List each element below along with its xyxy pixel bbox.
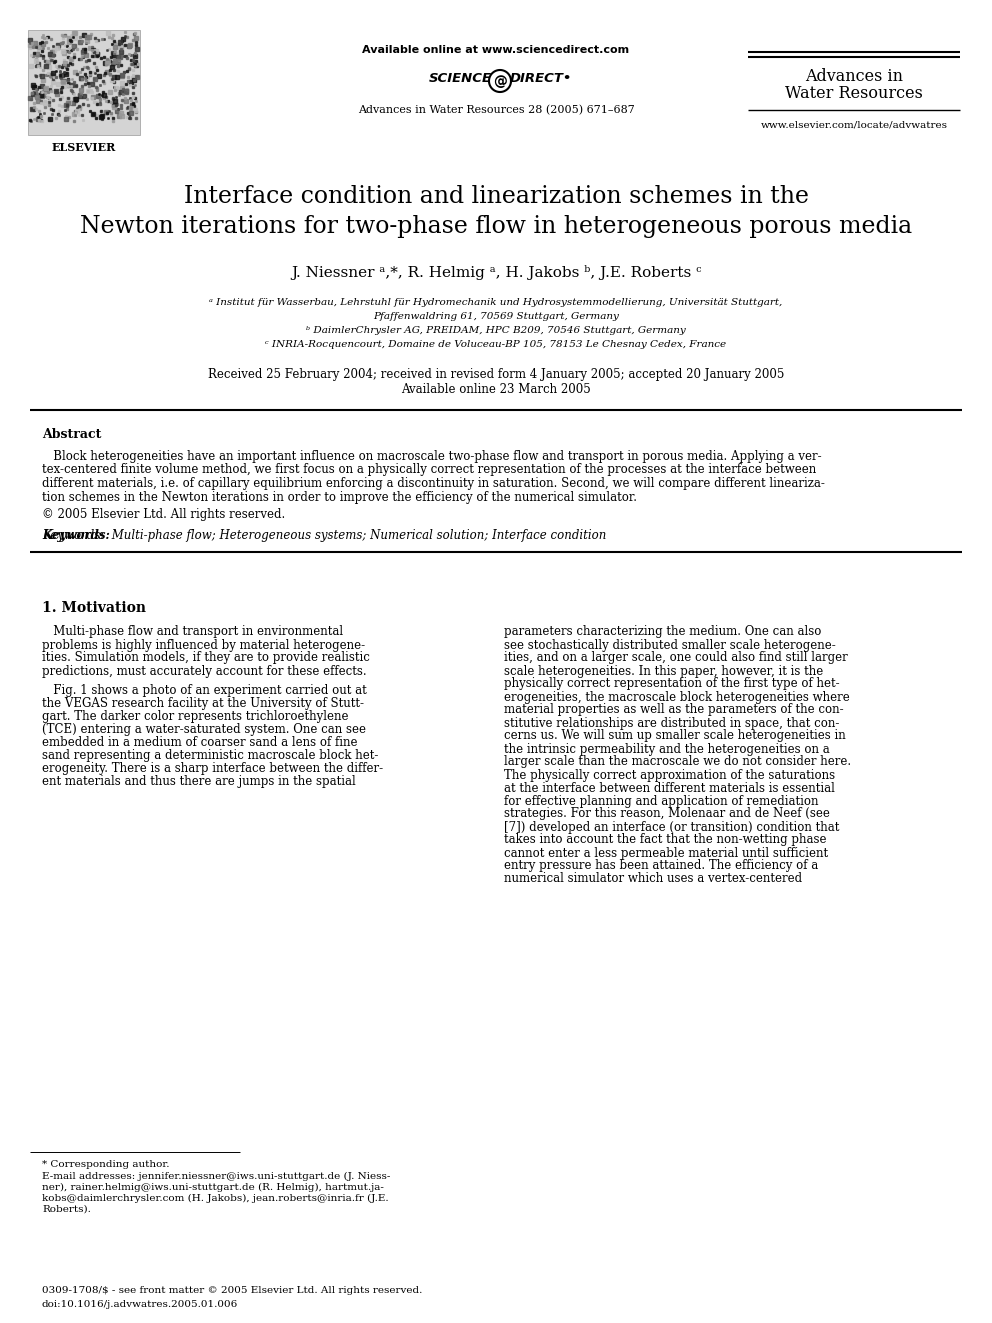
Text: Roberts).: Roberts). — [42, 1205, 91, 1215]
Text: Block heterogeneities have an important influence on macroscale two-phase flow a: Block heterogeneities have an important … — [42, 450, 821, 463]
Text: www.elsevier.com/locate/advwatres: www.elsevier.com/locate/advwatres — [761, 120, 947, 130]
Text: The physically correct approximation of the saturations: The physically correct approximation of … — [504, 769, 835, 782]
Text: sand representing a deterministic macroscale block het-: sand representing a deterministic macros… — [42, 749, 378, 762]
Text: embedded in a medium of coarser sand a lens of fine: embedded in a medium of coarser sand a l… — [42, 736, 357, 749]
Text: E-mail addresses: jennifer.niessner@iws.uni-stuttgart.de (J. Niess-: E-mail addresses: jennifer.niessner@iws.… — [42, 1172, 391, 1181]
Text: ities. Simulation models, if they are to provide realistic: ities. Simulation models, if they are to… — [42, 651, 370, 664]
Text: Abstract: Abstract — [42, 429, 101, 441]
Text: [7]) developed an interface (or transition) condition that: [7]) developed an interface (or transiti… — [504, 820, 839, 833]
Text: 0309-1708/$ - see front matter © 2005 Elsevier Ltd. All rights reserved.: 0309-1708/$ - see front matter © 2005 El… — [42, 1286, 423, 1295]
Text: Advances in Water Resources 28 (2005) 671–687: Advances in Water Resources 28 (2005) 67… — [358, 105, 634, 115]
Text: takes into account the fact that the non-wetting phase: takes into account the fact that the non… — [504, 833, 826, 847]
Text: different materials, i.e. of capillary equilibrium enforcing a discontinuity in : different materials, i.e. of capillary e… — [42, 478, 825, 490]
Text: Newton iterations for two-phase flow in heterogeneous porous media: Newton iterations for two-phase flow in … — [80, 216, 912, 238]
Text: larger scale than the macroscale we do not consider here.: larger scale than the macroscale we do n… — [504, 755, 851, 769]
Text: predictions, must accurately account for these effects.: predictions, must accurately account for… — [42, 664, 367, 677]
Text: ELSEVIER: ELSEVIER — [52, 142, 116, 153]
Text: (TCE) entering a water-saturated system. One can see: (TCE) entering a water-saturated system.… — [42, 722, 366, 736]
Text: doi:10.1016/j.advwatres.2005.01.006: doi:10.1016/j.advwatres.2005.01.006 — [42, 1301, 238, 1308]
Text: physically correct representation of the first type of het-: physically correct representation of the… — [504, 677, 839, 691]
Text: @: @ — [493, 75, 507, 89]
Text: for effective planning and application of remediation: for effective planning and application o… — [504, 795, 818, 807]
Text: Keywords:  Multi-phase flow; Heterogeneous systems; Numerical solution; Interfac: Keywords: Multi-phase flow; Heterogeneou… — [42, 529, 606, 542]
Text: kobs@daimlerchrysler.com (H. Jakobs), jean.roberts@inria.fr (J.E.: kobs@daimlerchrysler.com (H. Jakobs), je… — [42, 1193, 389, 1203]
Text: ner), rainer.helmig@iws.uni-stuttgart.de (R. Helmig), hartmut.ja-: ner), rainer.helmig@iws.uni-stuttgart.de… — [42, 1183, 384, 1192]
Text: cannot enter a less permeable material until sufficient: cannot enter a less permeable material u… — [504, 847, 828, 860]
Text: ent materials and thus there are jumps in the spatial: ent materials and thus there are jumps i… — [42, 775, 356, 789]
Text: stitutive relationships are distributed in space, that con-: stitutive relationships are distributed … — [504, 717, 839, 729]
Text: erogeneities, the macroscale block heterogeneities where: erogeneities, the macroscale block heter… — [504, 691, 850, 704]
Text: * Corresponding author.: * Corresponding author. — [42, 1160, 170, 1170]
Text: Available online 23 March 2005: Available online 23 March 2005 — [401, 382, 591, 396]
Text: cerns us. We will sum up smaller scale heterogeneities in: cerns us. We will sum up smaller scale h… — [504, 729, 846, 742]
Text: problems is highly influenced by material heterogene-: problems is highly influenced by materia… — [42, 639, 365, 651]
Text: parameters characterizing the medium. One can also: parameters characterizing the medium. On… — [504, 626, 821, 639]
Text: strategies. For this reason, Molenaar and de Neef (see: strategies. For this reason, Molenaar an… — [504, 807, 830, 820]
Text: SCIENCE: SCIENCE — [429, 71, 492, 85]
Text: gart. The darker color represents trichloroethylene: gart. The darker color represents trichl… — [42, 710, 348, 722]
Bar — [28, 30, 140, 135]
Text: ᵃ Institut für Wasserbau, Lehrstuhl für Hydromechanik und Hydrosystemmodellierun: ᵃ Institut für Wasserbau, Lehrstuhl für … — [209, 298, 783, 307]
Text: Multi-phase flow and transport in environmental: Multi-phase flow and transport in enviro… — [42, 626, 343, 639]
Text: Interface condition and linearization schemes in the: Interface condition and linearization sc… — [184, 185, 808, 208]
Text: tion schemes in the Newton iterations in order to improve the efficiency of the : tion schemes in the Newton iterations in… — [42, 491, 637, 504]
Text: ities, and on a larger scale, one could also find still larger: ities, and on a larger scale, one could … — [504, 651, 848, 664]
Text: Available online at www.sciencedirect.com: Available online at www.sciencedirect.co… — [362, 45, 630, 56]
Text: tex-centered finite volume method, we first focus on a physically correct repres: tex-centered finite volume method, we fi… — [42, 463, 816, 476]
Text: 1. Motivation: 1. Motivation — [42, 602, 146, 615]
Text: © 2005 Elsevier Ltd. All rights reserved.: © 2005 Elsevier Ltd. All rights reserved… — [42, 508, 286, 521]
Text: see stochastically distributed smaller scale heterogene-: see stochastically distributed smaller s… — [504, 639, 835, 651]
Text: Fig. 1 shows a photo of an experiment carried out at: Fig. 1 shows a photo of an experiment ca… — [42, 684, 367, 697]
Text: Keywords:: Keywords: — [42, 529, 110, 542]
Text: erogeneity. There is a sharp interface between the differ-: erogeneity. There is a sharp interface b… — [42, 762, 383, 775]
Text: Advances in: Advances in — [805, 67, 903, 85]
Text: the VEGAS research facility at the University of Stutt-: the VEGAS research facility at the Unive… — [42, 697, 364, 710]
Text: at the interface between different materials is essential: at the interface between different mater… — [504, 782, 835, 795]
Text: entry pressure has been attained. The efficiency of a: entry pressure has been attained. The ef… — [504, 860, 818, 872]
Text: scale heterogeneities. In this paper, however, it is the: scale heterogeneities. In this paper, ho… — [504, 664, 823, 677]
Text: Pfaffenwaldring 61, 70569 Stuttgart, Germany: Pfaffenwaldring 61, 70569 Stuttgart, Ger… — [373, 312, 619, 321]
Text: J. Niessner ᵃ,*, R. Helmig ᵃ, H. Jakobs ᵇ, J.E. Roberts ᶜ: J. Niessner ᵃ,*, R. Helmig ᵃ, H. Jakobs … — [291, 265, 701, 280]
Text: material properties as well as the parameters of the con-: material properties as well as the param… — [504, 704, 843, 717]
Text: Water Resources: Water Resources — [785, 85, 923, 102]
Text: ᶜ INRIA-Rocquencourt, Domaine de Voluceau-BP 105, 78153 Le Chesnay Cedex, France: ᶜ INRIA-Rocquencourt, Domaine de Volucea… — [266, 340, 726, 349]
Text: numerical simulator which uses a vertex-centered: numerical simulator which uses a vertex-… — [504, 872, 803, 885]
Text: Received 25 February 2004; received in revised form 4 January 2005; accepted 20 : Received 25 February 2004; received in r… — [207, 368, 785, 381]
Text: ᵇ DaimlerChrysler AG, PREIDAM, HPC B209, 70546 Stuttgart, Germany: ᵇ DaimlerChrysler AG, PREIDAM, HPC B209,… — [307, 325, 685, 335]
Text: DIRECT•: DIRECT• — [510, 71, 572, 85]
Text: the intrinsic permeability and the heterogeneities on a: the intrinsic permeability and the heter… — [504, 742, 829, 755]
